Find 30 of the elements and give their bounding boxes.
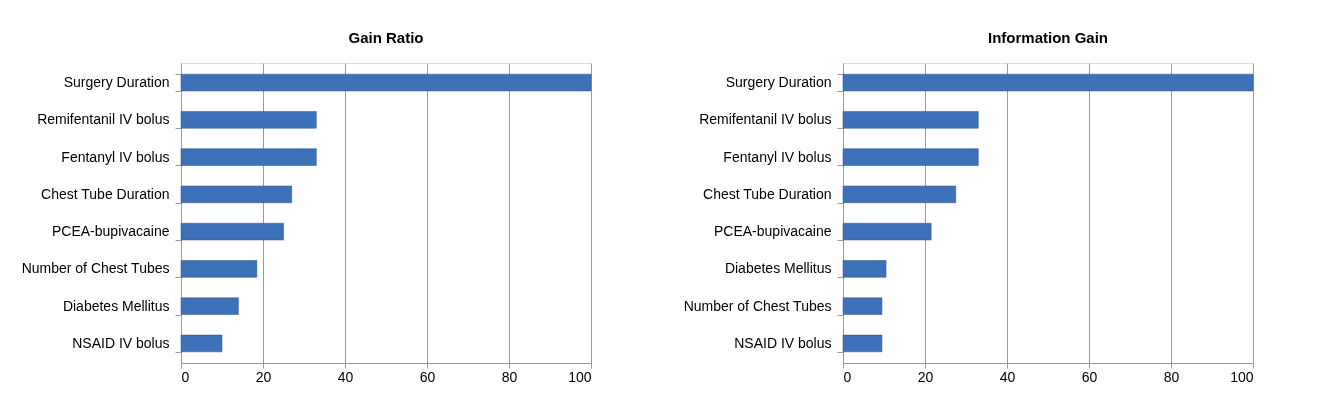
y-tick-label: NSAID IV bolus	[734, 334, 832, 351]
y-tick-label: Diabetes Mellitus	[724, 260, 832, 277]
y-tick-label: Chest Tube Duration	[41, 185, 170, 202]
y-tick-label: Diabetes Mellitus	[62, 297, 170, 314]
x-tick-label: 100	[1230, 368, 1254, 385]
y-tick-label: Remifentanil IV bolus	[37, 111, 170, 128]
y-tick-label: NSAID IV bolus	[72, 334, 170, 351]
y-tick-label: Number of Chest Tubes	[21, 260, 170, 277]
y-tick-label: Surgery Duration	[63, 74, 170, 91]
y-tick-label: Surgery Duration	[725, 74, 832, 91]
x-tick-label: 20	[917, 368, 934, 385]
x-tick-label: 80	[1163, 368, 1180, 385]
chart-title: Gain Ratio	[348, 29, 424, 46]
y-tick-label: Fentanyl IV bolus	[61, 148, 170, 165]
y-tick-label: Fentanyl IV bolus	[723, 148, 832, 165]
x-tick-label: 60	[419, 368, 436, 385]
x-tick-label: 80	[501, 368, 518, 385]
y-tick-label: Remifentanil IV bolus	[699, 111, 832, 128]
x-tick-label: 40	[999, 368, 1016, 385]
x-tick-label: 0	[181, 368, 190, 385]
x-tick-label: 40	[337, 368, 354, 385]
x-tick-label: 0	[843, 368, 852, 385]
y-tick-label: Chest Tube Duration	[703, 185, 832, 202]
y-tick-label: PCEA-bupivacaine	[51, 223, 170, 240]
x-tick-label: 60	[1081, 368, 1098, 385]
x-tick-label: 100	[568, 368, 592, 385]
x-tick-label: 20	[255, 368, 272, 385]
chart-title: Information Gain	[988, 29, 1108, 46]
y-tick-label: PCEA-bupivacaine	[713, 223, 832, 240]
y-tick-label: Number of Chest Tubes	[683, 297, 832, 314]
